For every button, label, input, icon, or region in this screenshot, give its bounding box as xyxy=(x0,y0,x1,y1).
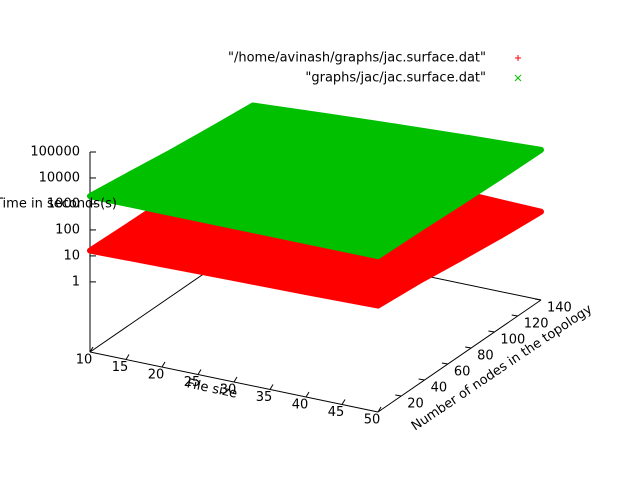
legend-label: "graphs/jac/jac.surface.dat" xyxy=(305,71,486,86)
z-tick-label: 100 xyxy=(55,222,80,237)
x-tick-label: 30 xyxy=(220,383,237,398)
z-axis-label: Time in seconds(s) xyxy=(0,197,117,212)
x-tick xyxy=(125,354,130,360)
y-tick xyxy=(395,394,402,397)
y-tick xyxy=(511,314,518,317)
y-tick xyxy=(534,298,542,301)
x-tick xyxy=(377,406,382,413)
y-tick xyxy=(465,346,472,349)
x-tick-label: 20 xyxy=(148,368,165,383)
x-tick xyxy=(197,369,202,375)
z-tick-label: 10000 xyxy=(39,170,80,185)
y-tick-label: 60 xyxy=(454,365,471,380)
x-tick-label: 50 xyxy=(364,413,381,428)
axis-line xyxy=(377,299,542,413)
x-tick-label: 45 xyxy=(328,405,345,420)
y-tick xyxy=(418,378,425,381)
legend-marker xyxy=(514,74,522,82)
x-axis-label: File size xyxy=(185,376,238,401)
y-tick-label: 120 xyxy=(524,317,549,332)
x-tick xyxy=(233,376,238,383)
y-tick-label: 20 xyxy=(407,397,424,412)
x-tick-label: 10 xyxy=(76,353,93,368)
z-tick-label: 1 xyxy=(72,274,80,289)
z-tick-label: 100000 xyxy=(30,145,80,160)
surface-patch xyxy=(303,263,422,309)
x-tick xyxy=(89,346,94,353)
y-tick xyxy=(488,330,495,333)
z-tick-label: 1000 xyxy=(47,196,80,211)
y-tick-label: 40 xyxy=(431,381,448,396)
z-tick-label: 10 xyxy=(63,248,80,263)
y-tick xyxy=(441,362,448,365)
x-tick xyxy=(269,384,274,390)
x-tick-label: 25 xyxy=(184,375,201,390)
y-tick-label: 140 xyxy=(547,301,572,316)
x-tick xyxy=(305,391,310,398)
x-tick-label: 15 xyxy=(112,360,129,375)
x-tick xyxy=(161,361,166,368)
legend-label: "/home/avinash/graphs/jac.surface.dat" xyxy=(228,51,486,66)
y-axis-label: Number of nodes in the topology xyxy=(409,302,596,435)
x-tick-label: 35 xyxy=(256,390,273,405)
surface-patch xyxy=(303,211,422,260)
y-tick-label: 100 xyxy=(500,333,525,348)
x-tick-label: 40 xyxy=(292,398,309,413)
x-tick xyxy=(341,399,346,405)
y-tick-label: 80 xyxy=(477,349,494,364)
